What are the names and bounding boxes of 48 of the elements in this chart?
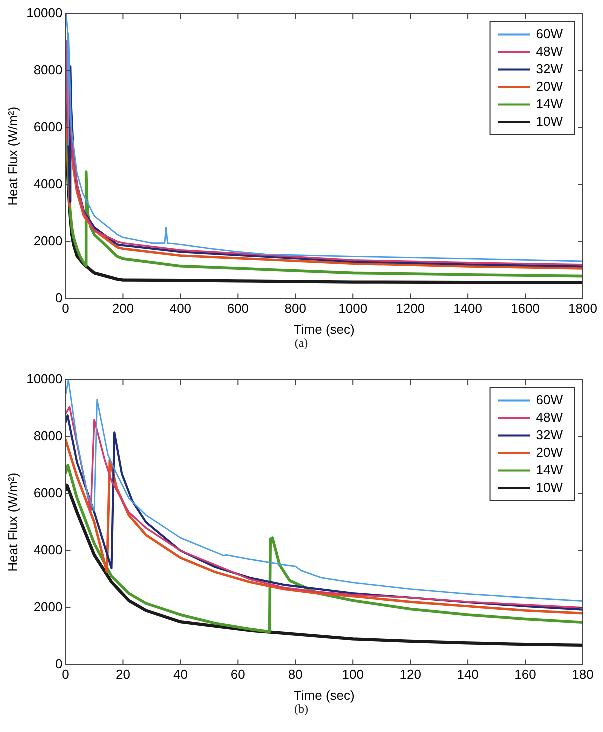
y-tick-label: 10000 [26, 372, 63, 387]
x-tick-label: 40 [173, 667, 188, 682]
x-tick-label: 800 [284, 301, 306, 316]
x-tick-label: 20 [116, 667, 130, 682]
legend-label: 60W [536, 392, 564, 408]
y-axis-title: Heat Flux (W/m²) [5, 472, 20, 572]
legend-label: 14W [536, 462, 564, 478]
x-tick-label: 180 [572, 667, 594, 682]
x-tick-label: 1000 [338, 301, 368, 316]
text: (b) [294, 702, 310, 717]
x-tick-label: 600 [227, 301, 250, 316]
x-tick-label: 200 [112, 301, 134, 316]
legend-label: 10W [536, 480, 564, 495]
y-tick-label: 8000 [34, 428, 63, 444]
x-tick-label: 1800 [568, 301, 598, 316]
x-tick-label: 1600 [511, 301, 540, 316]
legend-label: 10W [536, 114, 564, 129]
x-tick-label: 60 [230, 667, 246, 682]
y-tick-label: 2000 [34, 233, 63, 248]
legend-label: 14W [536, 96, 564, 112]
legend-label: 60W [536, 26, 564, 42]
x-tick-label: 80 [288, 667, 303, 682]
legend-label: 32W [536, 61, 564, 76]
x-tick-label: 100 [342, 667, 364, 682]
y-tick-label: 6000 [34, 120, 63, 134]
y-tick-label: 4000 [34, 542, 63, 558]
y-tick-label: 8000 [34, 62, 63, 78]
x-tick-label: 140 [457, 667, 479, 682]
x-tick-label: 1400 [454, 301, 483, 316]
x-tick-label: 1200 [396, 301, 426, 316]
legend-label: 48W [536, 410, 564, 425]
legend-label: 48W [536, 44, 564, 59]
x-tick-label: 160 [514, 667, 536, 682]
x-axis-title: Time (sec) [294, 688, 355, 703]
y-tick-label: 6000 [34, 486, 63, 500]
y-tick-label: 10000 [26, 6, 63, 21]
y-tick-label: 4000 [34, 176, 63, 192]
x-tick-label: 400 [170, 301, 192, 316]
y-tick-label: 0 [56, 656, 63, 672]
y-axis-title: Heat Flux (W/m²) [5, 106, 20, 206]
x-tick-label: 120 [400, 667, 422, 682]
legend-label: 32W [536, 427, 564, 442]
x-axis-title: Time (sec) [294, 322, 355, 337]
y-tick-label: 2000 [34, 599, 63, 614]
legend-label: 20W [536, 444, 564, 460]
y-tick-label: 0 [56, 290, 63, 306]
text: (a) [294, 336, 310, 351]
legend-label: 20W [536, 78, 564, 94]
